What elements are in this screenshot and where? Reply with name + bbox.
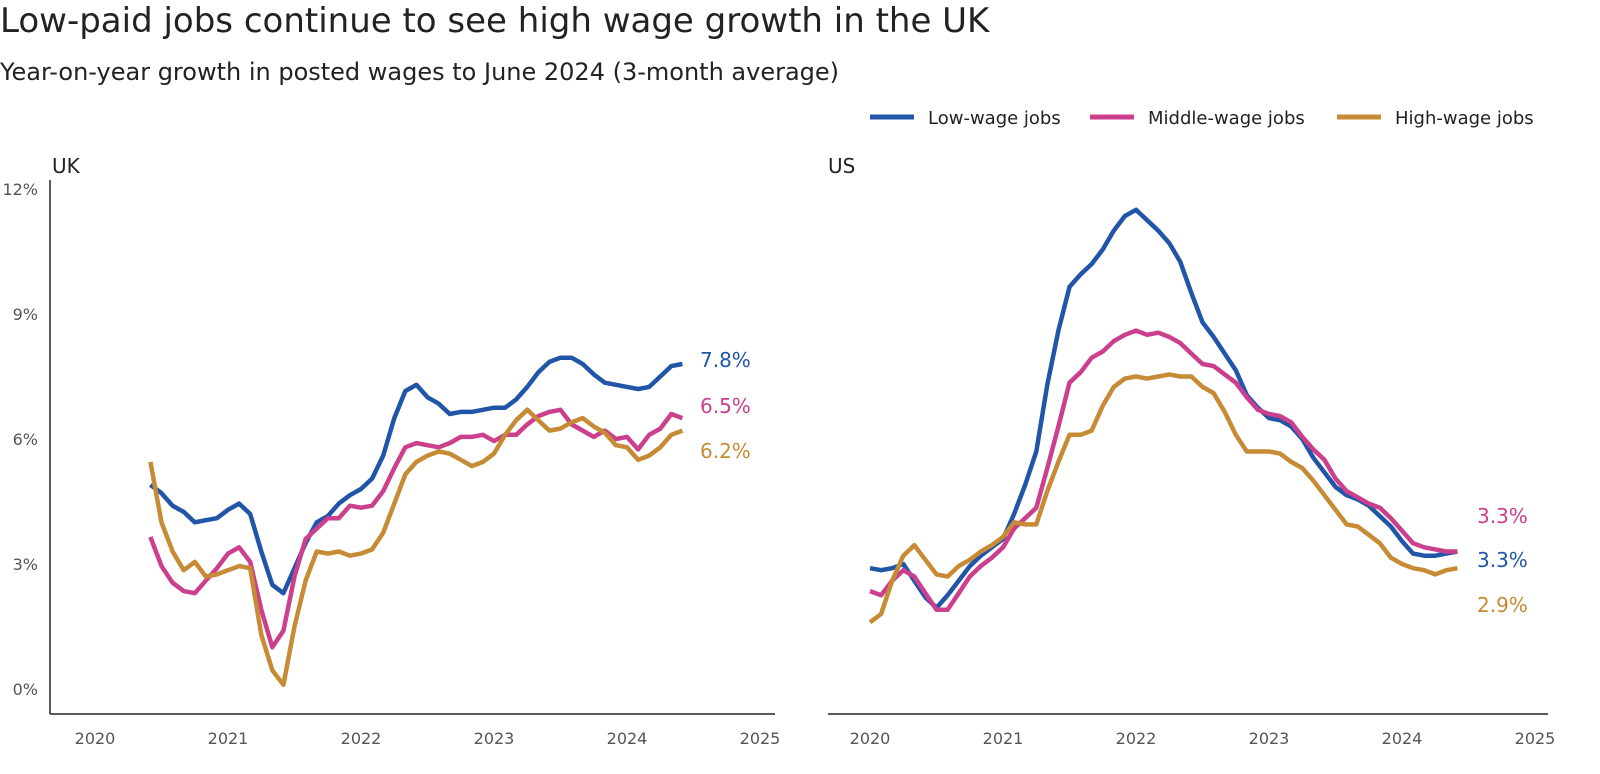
- x-tick-label: 2025: [740, 729, 781, 748]
- x-tick-label: 2024: [1382, 729, 1423, 748]
- x-tick-label: 2025: [1515, 729, 1556, 748]
- end-label-middle: 6.5%: [700, 394, 751, 418]
- series-line-high: [148, 407, 684, 688]
- panel-uk: UK 0% 3% 6% 9% 12% 2020 2021 2022 2023 2024 2025 7.8…: [2, 154, 780, 748]
- series-line-middle: [148, 407, 684, 650]
- x-tick-label: 2022: [341, 729, 382, 748]
- y-tick-label: 3%: [13, 555, 38, 574]
- legend: Low-wage jobs Middle-wage jobs High-wage j…: [870, 108, 1534, 129]
- chart-title: Low-paid jobs continue to see high wage …: [0, 1, 991, 41]
- x-tick-label: 2020: [850, 729, 891, 748]
- end-label-low: 7.8%: [700, 348, 751, 372]
- y-tick-label: 0%: [13, 680, 38, 699]
- panels: UK 0% 3% 6% 9% 12% 2020 2021 2022 2023 2024 2025 7.8…: [2, 154, 1555, 748]
- x-tick-label: 2024: [607, 729, 648, 748]
- end-label-high: 6.2%: [700, 439, 751, 463]
- series-line-low: [149, 355, 683, 596]
- panel-us: US 2020 2021 2022 2023 2024 2025 3.3% 3.3% 2.9%: [828, 154, 1555, 748]
- y-tick-label: 12%: [2, 180, 38, 199]
- panel-title: US: [828, 154, 855, 178]
- panel-title: UK: [52, 154, 81, 178]
- x-tick-label: 2020: [75, 729, 116, 748]
- x-tick-label: 2023: [474, 729, 515, 748]
- chart-subtitle: Year-on-year growth in posted wages to J…: [0, 58, 839, 86]
- series-line-high: [868, 372, 1458, 625]
- x-tick-label: 2021: [208, 729, 249, 748]
- legend-label-low: Low-wage jobs: [928, 108, 1061, 129]
- x-tick-label: 2021: [983, 729, 1024, 748]
- x-tick-label: 2023: [1249, 729, 1290, 748]
- legend-label-middle: Middle-wage jobs: [1148, 108, 1305, 129]
- end-label-middle: 3.3%: [1477, 504, 1528, 528]
- y-tick-label: 9%: [13, 305, 38, 324]
- end-label-high: 2.9%: [1477, 593, 1528, 617]
- legend-label-high: High-wage jobs: [1395, 108, 1534, 129]
- x-tick-label: 2022: [1116, 729, 1157, 748]
- series-line-low: [869, 207, 1458, 610]
- y-tick-label: 6%: [13, 430, 38, 449]
- end-label-low: 3.3%: [1477, 548, 1528, 572]
- series-line-middle: [869, 328, 1458, 613]
